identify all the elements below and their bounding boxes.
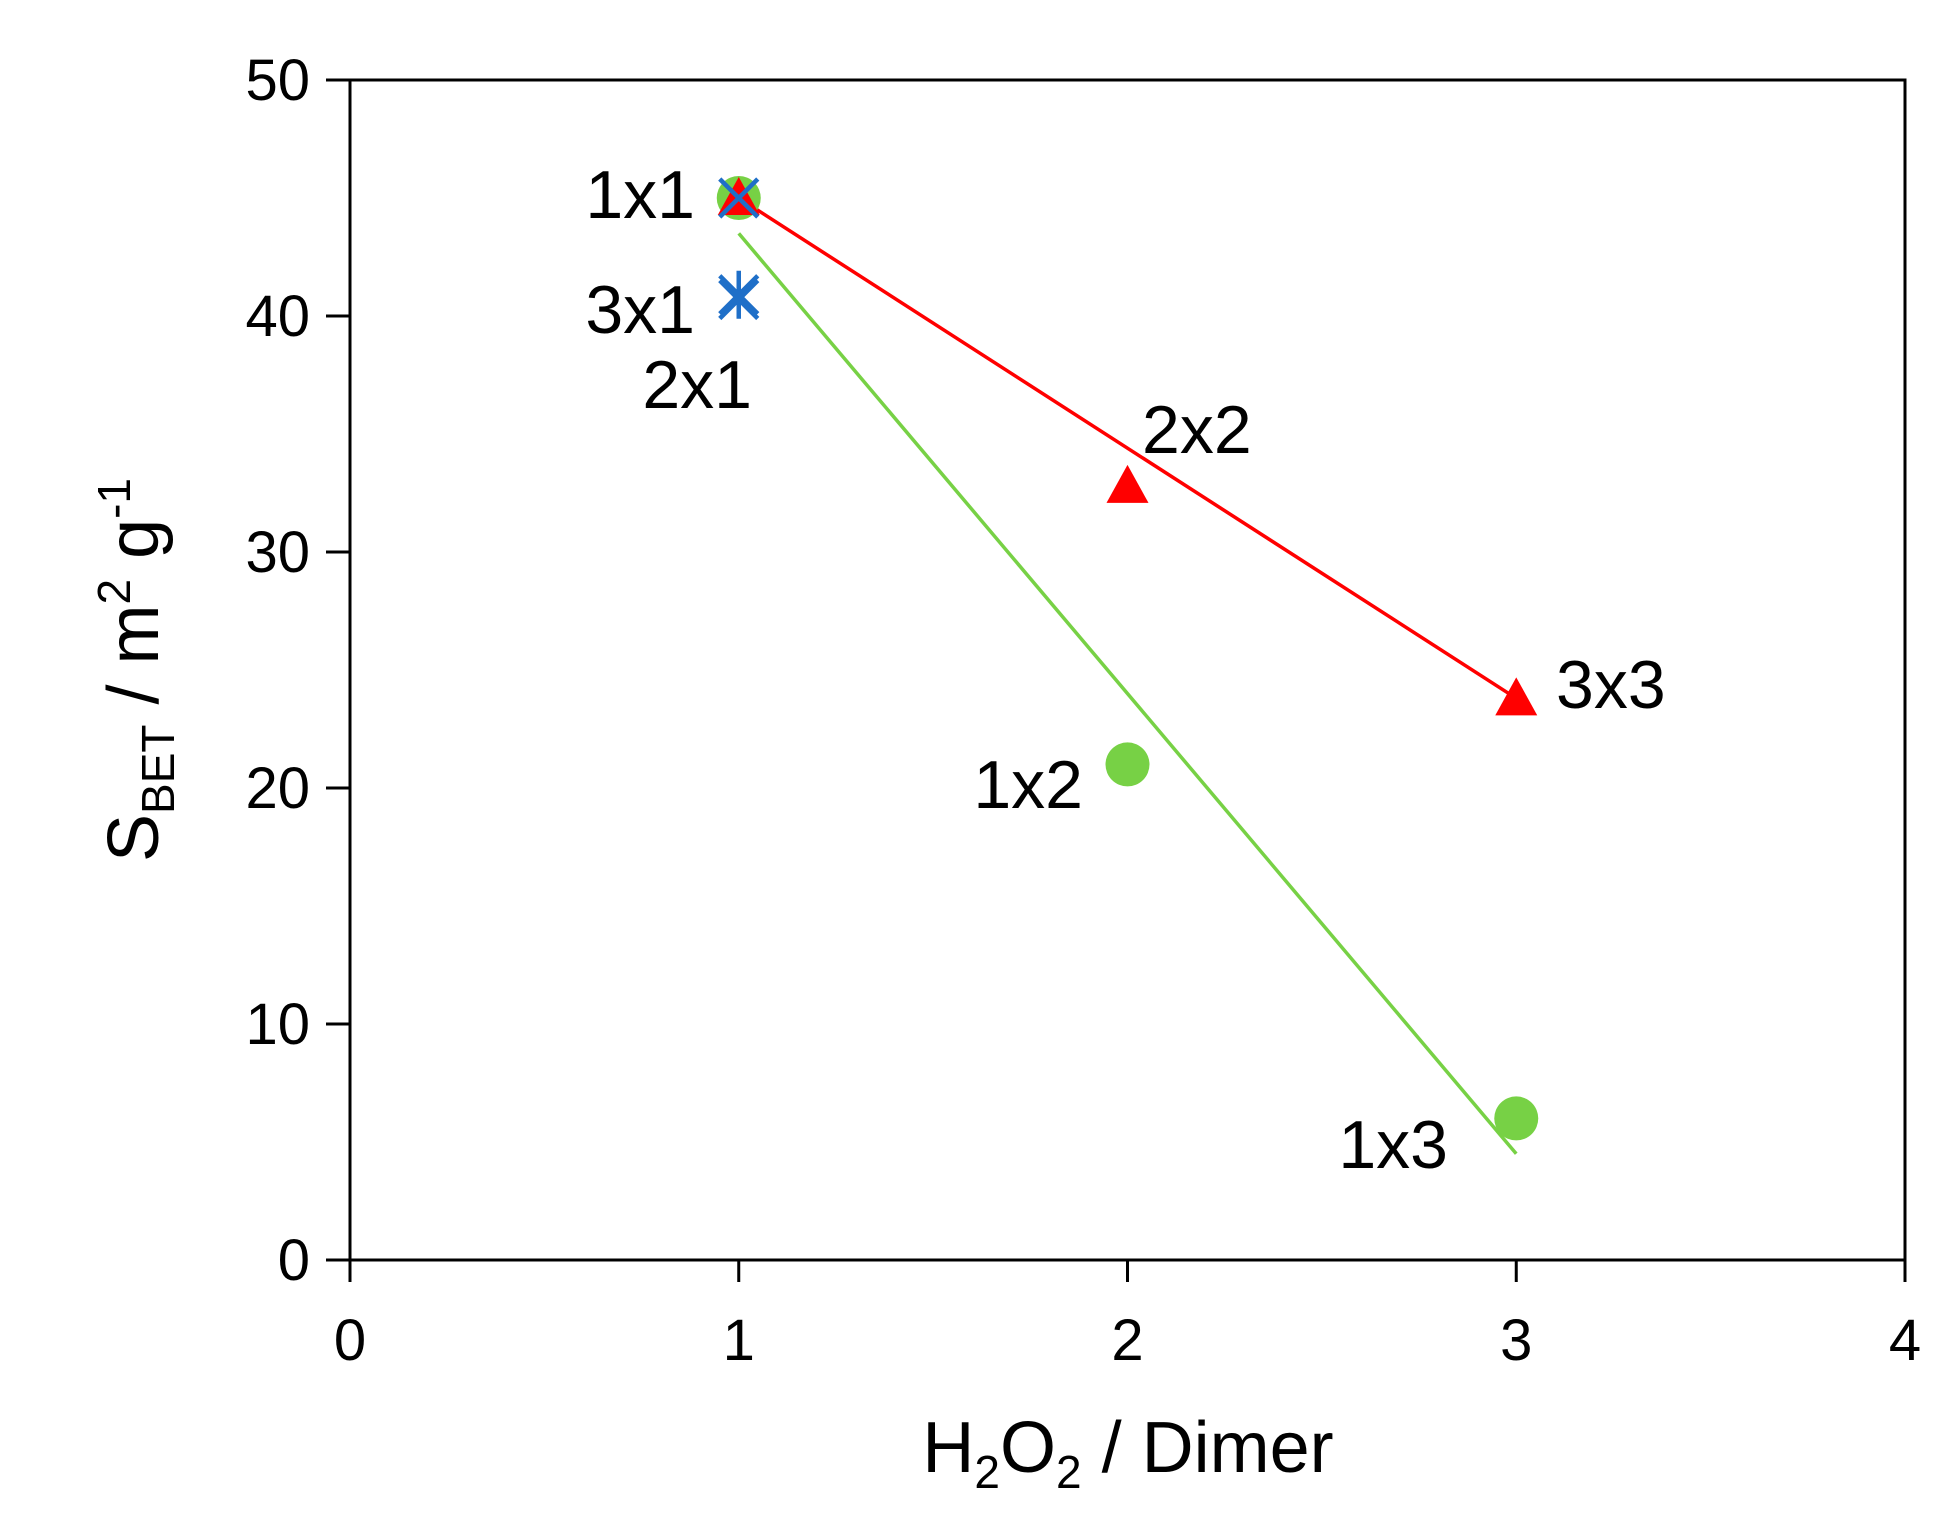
x-axis-label: H2O2 / Dimer <box>922 1408 1333 1498</box>
point-label-2x1: 2x1 <box>642 347 752 423</box>
y-tick-label: 10 <box>245 992 310 1057</box>
y-tick-label: 30 <box>245 520 310 585</box>
x-tick-label: 3 <box>1500 1308 1532 1373</box>
point-label-1x1: 1x1 <box>585 157 695 233</box>
circle-marker <box>1494 1096 1539 1141</box>
trendline <box>737 232 1518 1155</box>
y-tick-label: 40 <box>245 284 310 349</box>
point-label-1x2: 1x2 <box>973 747 1083 823</box>
x-tick-label: 2 <box>1111 1308 1143 1373</box>
x-marker <box>718 177 760 219</box>
x-tick-label: 4 <box>1889 1308 1921 1373</box>
y-tick-label: 20 <box>245 756 310 821</box>
triangle-marker <box>1106 464 1149 503</box>
circle-marker <box>1105 742 1150 787</box>
y-axis-label: SBET / m2 g-1 <box>88 478 184 862</box>
point-label-3x3: 3x3 <box>1556 647 1666 723</box>
trendlines <box>737 196 1518 1155</box>
y-tick-label: 50 <box>245 48 310 113</box>
star-marker <box>718 270 760 319</box>
x-tick-label: 0 <box>334 1308 366 1373</box>
x-tick-label: 1 <box>723 1308 755 1373</box>
data-markers <box>716 176 1539 1141</box>
y-tick-label: 0 <box>278 1228 310 1293</box>
point-label-2x2: 2x2 <box>1142 392 1252 468</box>
point-label-1x3: 1x3 <box>1338 1107 1448 1183</box>
plot-area <box>348 78 1907 1262</box>
triangle-marker <box>1495 677 1538 716</box>
point-label-3x1: 3x1 <box>585 272 695 348</box>
trendline <box>737 196 1518 700</box>
